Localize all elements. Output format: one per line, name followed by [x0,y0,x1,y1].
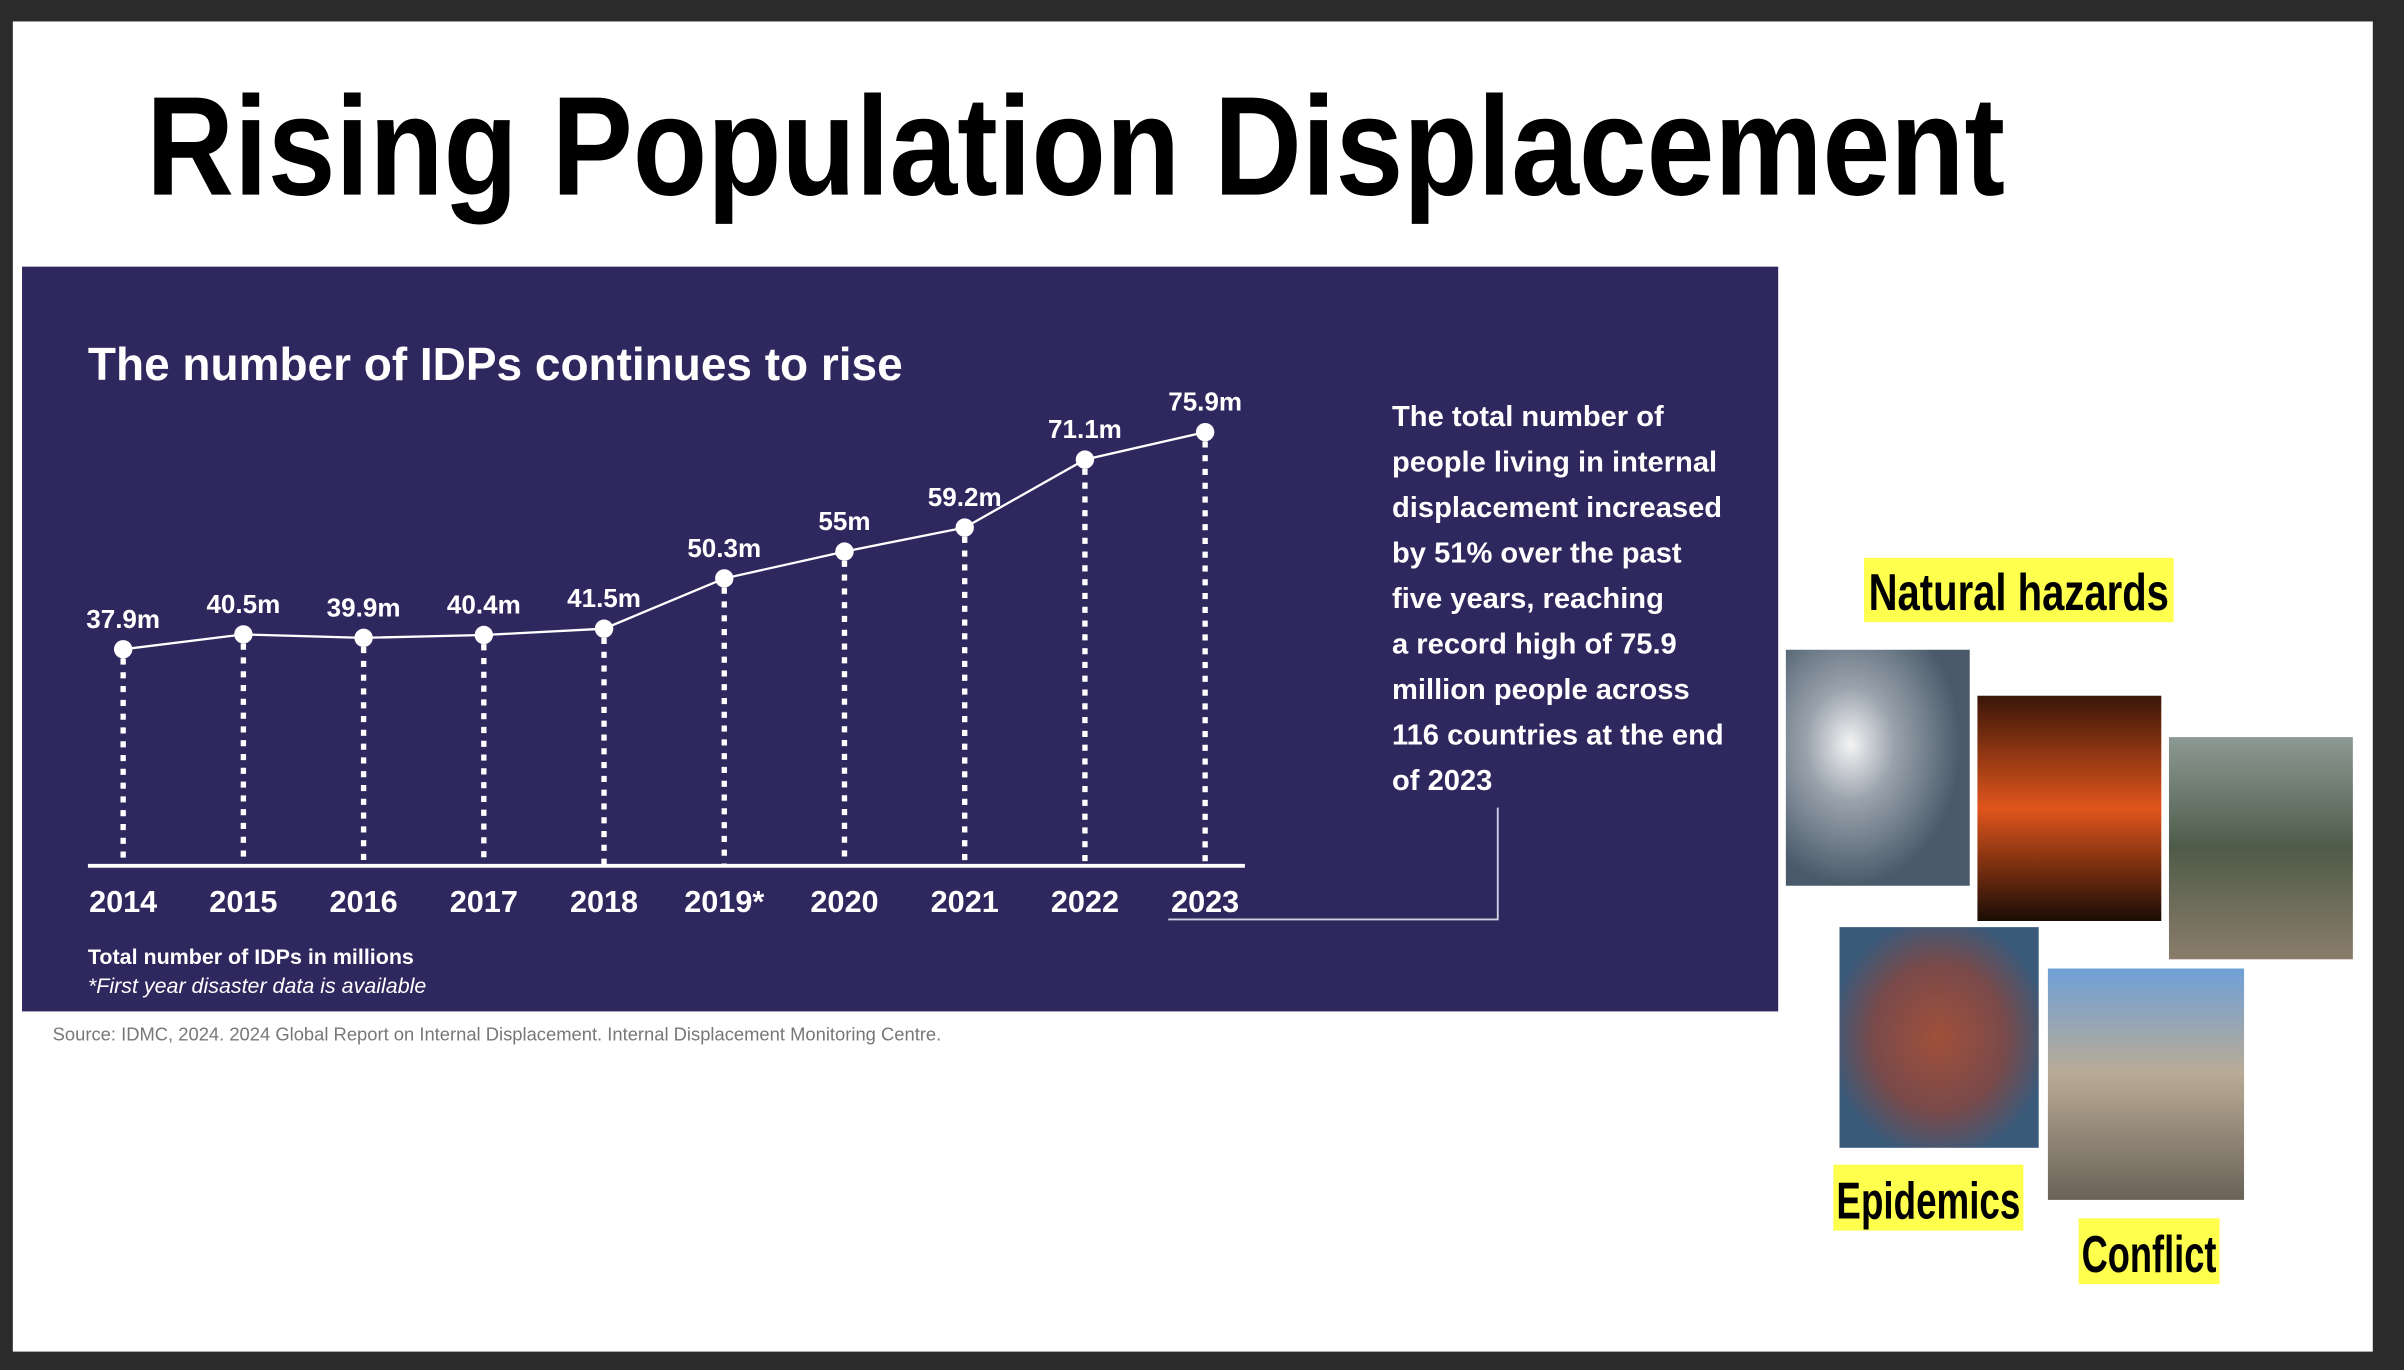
x-tick-label: 2019* [684,885,764,919]
photo [1977,695,2162,921]
x-tick-label: 2018 [570,885,638,919]
value-label: 71.1m [1048,414,1122,444]
chart-panel [22,266,1779,1012]
chart-note: *First year disaster data is available [88,974,426,998]
point [234,625,253,644]
point [1195,422,1215,442]
value-label: 37.9m [86,604,160,634]
image-label: Epidemics [1836,1172,2020,1230]
annotation-line: displacement increased [1392,492,1722,524]
value-label: 55m [818,506,870,536]
connector [1168,807,1499,921]
photo [1785,649,1970,886]
line [123,431,1206,651]
point [354,628,373,648]
photo [1839,927,2039,1148]
annotation-line: people living in internal [1392,447,1717,479]
slide-title: Rising Population Displacement [146,67,2005,225]
annotation-line: of 2023 [1392,765,1492,797]
value-label: 59.2m [928,482,1002,512]
label-highlight [1864,557,2174,623]
annotation-line: The total number of [1392,401,1664,433]
value-label: 75.9m [1168,387,1242,417]
annotation-line: five years, reaching [1392,583,1664,615]
point [835,542,854,561]
value-label: 40.5m [206,589,280,619]
annotation-line: by 51% over the past [1392,538,1682,570]
annotation-line: million people across [1392,674,1690,706]
chart-note: Total number of IDPs in millions [88,945,414,969]
point [594,619,614,638]
value-label: 40.4m [447,590,521,620]
value-label: 41.5m [567,583,641,613]
image-label: Natural hazards [1869,564,2169,622]
point [955,518,974,537]
point [1075,450,1095,469]
value-label: 39.9m [327,592,401,622]
x-tick-label: 2023 [1171,885,1239,919]
x-tick-label: 2017 [450,885,518,919]
source: Source: IDMC, 2024. 2024 Global Report o… [53,1024,942,1045]
annotation-line: 116 countries at the end [1392,720,1724,752]
x-tick-label: 2016 [330,885,398,919]
photo [2168,737,2353,960]
x-tick-label: 2015 [209,885,277,919]
value-label: 50.3m [687,533,761,563]
x-tick-label: 2021 [931,885,999,919]
x-tick-label: 2022 [1051,885,1119,919]
image-label: Conflict [2082,1226,2217,1284]
x-tick-label: 2014 [89,885,157,919]
point [113,640,133,659]
label-highlight [1833,1164,2024,1231]
point [474,625,494,645]
annotation-line: a record high of 75.9 [1392,629,1677,661]
point [715,569,734,588]
label-highlight [2078,1218,2220,1285]
photo [2047,968,2245,1200]
chart-title: The number of IDPs continues to rise [88,338,903,390]
x-tick-label: 2020 [810,885,878,919]
